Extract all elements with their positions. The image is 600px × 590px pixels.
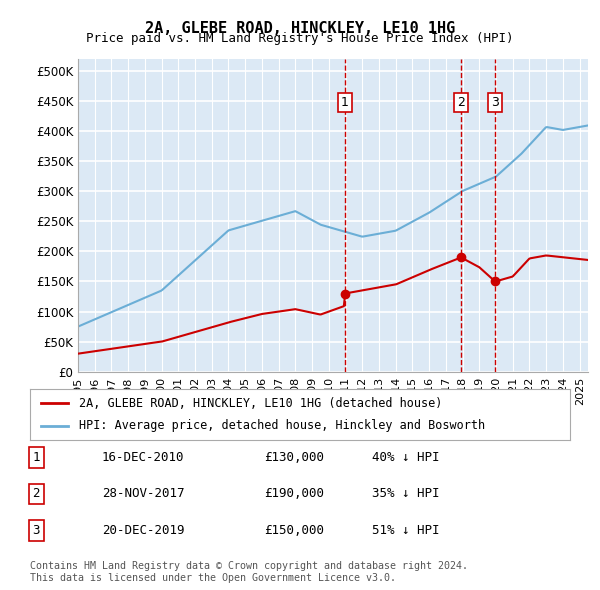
Text: £190,000: £190,000 — [264, 487, 324, 500]
Text: 2: 2 — [32, 487, 40, 500]
Text: 51% ↓ HPI: 51% ↓ HPI — [372, 524, 439, 537]
Text: 2: 2 — [457, 96, 465, 109]
Text: 16-DEC-2010: 16-DEC-2010 — [102, 451, 185, 464]
Text: 40% ↓ HPI: 40% ↓ HPI — [372, 451, 439, 464]
Text: Price paid vs. HM Land Registry's House Price Index (HPI): Price paid vs. HM Land Registry's House … — [86, 32, 514, 45]
Text: 2A, GLEBE ROAD, HINCKLEY, LE10 1HG (detached house): 2A, GLEBE ROAD, HINCKLEY, LE10 1HG (deta… — [79, 397, 442, 410]
Text: 1: 1 — [341, 96, 349, 109]
Text: 1: 1 — [32, 451, 40, 464]
Text: 3: 3 — [32, 524, 40, 537]
Text: 35% ↓ HPI: 35% ↓ HPI — [372, 487, 439, 500]
Text: 2A, GLEBE ROAD, HINCKLEY, LE10 1HG: 2A, GLEBE ROAD, HINCKLEY, LE10 1HG — [145, 21, 455, 35]
Text: 3: 3 — [491, 96, 499, 109]
Text: £150,000: £150,000 — [264, 524, 324, 537]
Text: £130,000: £130,000 — [264, 451, 324, 464]
Text: Contains HM Land Registry data © Crown copyright and database right 2024.
This d: Contains HM Land Registry data © Crown c… — [30, 561, 468, 583]
Text: HPI: Average price, detached house, Hinckley and Bosworth: HPI: Average price, detached house, Hinc… — [79, 419, 485, 432]
Text: 20-DEC-2019: 20-DEC-2019 — [102, 524, 185, 537]
Text: 28-NOV-2017: 28-NOV-2017 — [102, 487, 185, 500]
